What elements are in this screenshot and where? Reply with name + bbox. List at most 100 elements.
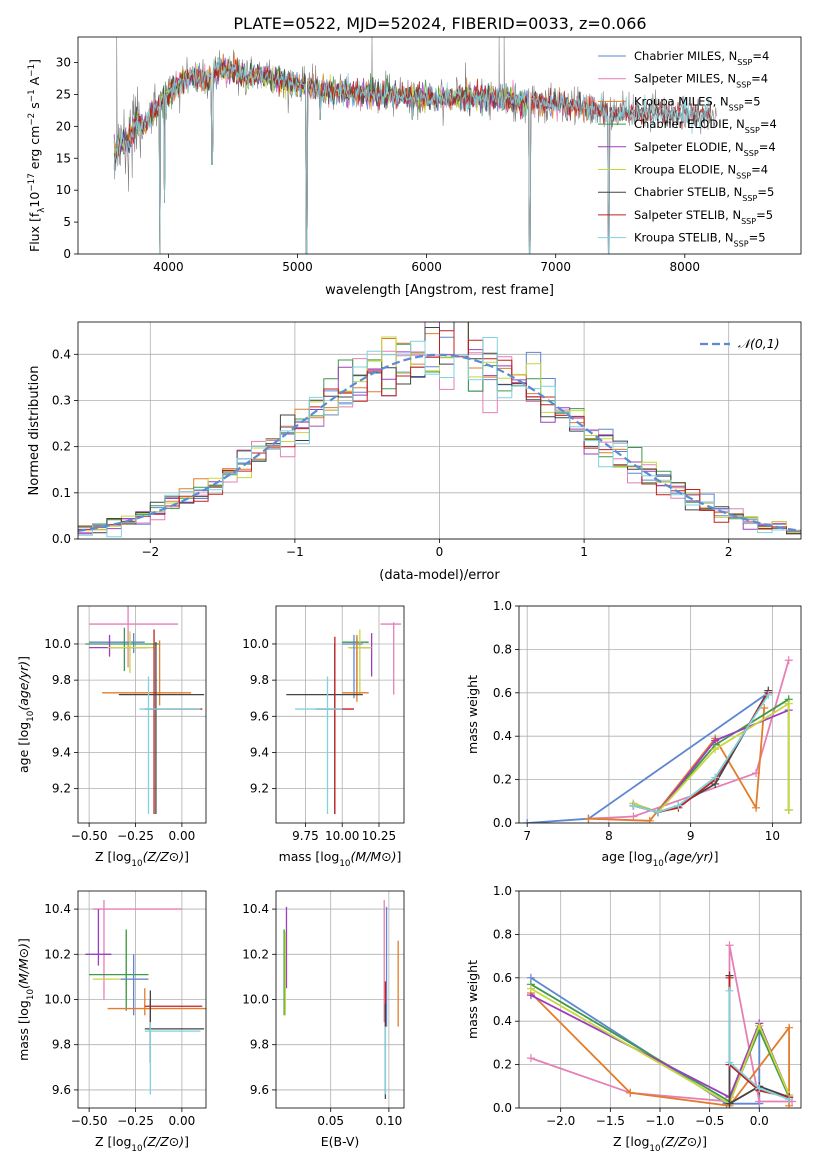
mass_vs_EBV-ytick-label: 10.0 [242,993,269,1007]
age_vs_mass-ytick-label: 10.0 [242,637,269,651]
mass_vs_Z-ytick-label: 10.2 [44,947,71,961]
mass-weight-marker [645,816,654,823]
mass-weight-vs-metallicity-panel: −2.0 −1.5 −1.0 −0.5 0.0 0.0 0.2 0.4 0.6 0.8 1.0 Z [… [465,884,802,1154]
residuals-frame [77,321,802,540]
age_vs_Z-ylabel: age [log10(age/yr)] [16,656,36,773]
mass-weight-marker [784,699,793,708]
mass_vs_Z-xtick-label: 0.00 [169,1114,196,1128]
spectrum-xtick-label: 6000 [411,260,442,274]
spectrum-ylabel: Flux [fλ10−17 erg cm−2 s−1 A−1] [27,59,47,252]
mass_weight_vs_age-ytick-label: 0.8 [493,642,512,656]
mass_vs_Z-xtick-label: −0.25 [117,1114,154,1128]
residual-histogram [78,322,801,535]
residuals-xtick-label: 2 [725,545,733,559]
mass-weight-line [588,660,790,820]
age_vs_mass-xtick-label: 9.75 [292,829,319,843]
residuals-ytick-label: 0.2 [52,440,71,454]
legend-label: Kroupa MILES, NSSP=5 [634,94,761,112]
mass-vs-ebv-panel: 0.05 0.10 9.6 9.8 10.0 10.2 10.4 E(B-V) [242,890,405,1149]
mass-weight-marker [711,745,720,754]
age_vs_Z-ytick-label: 9.8 [52,673,71,687]
mass_weight_vs_age-xtick-label: 10 [765,829,780,843]
mass_vs_EBV-xlabel: E(B-V) [321,1134,360,1149]
age_vs_Z-ytick-label: 9.2 [52,782,71,796]
age_vs_mass-xtick-label: 10.00 [325,829,359,843]
gaussian-curve [78,353,801,532]
residuals-xtick-label: 1 [580,545,588,559]
mass_weight_vs_age-ylabel: mass weight [465,675,480,754]
residuals-plot-area [78,322,801,538]
mass_weight_vs_age-ytick-label: 1.0 [493,599,512,613]
mass_weight_vs_Z-plot-area [526,941,797,1108]
mass_weight_vs_Z-ytick-label: 0.2 [493,1058,512,1072]
mass_vs_Z-ylabel: mass [log10(M/M⊙)] [16,938,36,1061]
mass_vs_EBV-ytick-label: 9.6 [250,1083,269,1097]
mass_weight_vs_Z-xtick-label: −1.0 [645,1114,674,1128]
mass-weight-marker [764,690,773,699]
mass-weight-line [633,709,790,814]
age_vs_Z-xlabel: Z [log10(Z/Z⊙)] [95,849,189,869]
spectrum-ytick-label: 5 [63,215,71,229]
mass-weight-marker [760,703,769,712]
mass_weight_vs_Z-ytick-label: 0.8 [493,927,512,941]
age_vs_mass-ytick-label: 9.6 [250,709,269,723]
mass_weight_vs_age-xlabel: age [log10(age/yr)] [601,849,718,869]
mass-weight-marker [674,801,683,810]
spectrum-xtick-label: 4000 [153,260,184,274]
mass-weight-line [530,977,761,1105]
mass_vs_Z-ytick-label: 10.4 [44,902,71,916]
mass-weight-marker [725,941,734,950]
residuals-ytick-label: 0.0 [52,532,71,546]
mass-weight-marker [784,656,793,665]
mass_weight_vs_Z-ytick-label: 0.4 [493,1014,512,1028]
age-vs-metallicity-panel: −0.50 −0.25 0.00 9.2 9.4 9.6 9.8 10.0 Z [log10(Z… [16,605,207,869]
age_vs_Z-ytick-label: 9.6 [52,709,71,723]
residuals-xtick-label: 0 [436,545,444,559]
mass_vs_Z-xtick-label: −0.50 [71,1114,108,1128]
spectrum-xtick-label: 7000 [540,260,571,274]
spectrum-ytick-label: 20 [56,119,71,133]
legend-label: Kroupa STELIB, NSSP=5 [634,231,766,249]
mass-weight-line [728,990,790,1101]
mass-weight-marker [626,1088,635,1097]
mass-weight-marker [784,805,793,814]
figure-title: PLATE=0522, MJD=52024, FIBERID=0033, z=0… [233,14,646,33]
mass-weight-marker [711,736,720,745]
mass_weight_vs_Z-xtick-label: −0.5 [695,1114,724,1128]
residuals-ytick-label: 0.4 [52,347,71,361]
mass-weight-vs-age-panel: 7 8 9 10 0.0 0.2 0.4 0.6 0.8 1.0 age [log10(age/yr… [465,599,802,869]
spectrum-ytick-label: 15 [56,151,71,165]
mass-weight-marker [523,819,532,823]
spectrum-xtick-label: 5000 [282,260,313,274]
mass-weight-marker [526,1054,535,1063]
residuals-xtick-label: −1 [286,545,304,559]
legend-label: Salpeter ELODIE, NSSP=4 [634,140,776,158]
mass_weight_vs_Z-ylabel: mass weight [465,960,480,1039]
mass_weight_vs_age-xtick-label: 7 [523,829,531,843]
mass_weight_vs_Z-frame [518,890,802,1109]
mass-weight-marker [755,1097,764,1106]
mass_weight_vs_age-frame [518,605,802,824]
spectrum-panel: 4000 5000 6000 7000 8000 0 5 10 15 20 25 30 Chabrier… [27,36,802,298]
age_vs_mass-xtick-label: 10.25 [362,829,396,843]
spectrum-model-line [113,55,711,254]
spectrum-frame [77,36,802,255]
mass-weight-line [633,697,790,814]
mass_weight_vs_Z-ytick-label: 1.0 [493,884,512,898]
mass-weight-marker [653,808,662,817]
mass-weight-marker [785,1023,794,1032]
mass-weight-marker [725,1099,734,1108]
mass-weight-marker [725,973,734,982]
age_vs_mass-ytick-label: 9.4 [250,745,269,759]
mass_vs_EBV-ytick-label: 10.2 [242,947,269,961]
residuals-xlabel: (data-model)/error [379,568,500,583]
age_vs_mass-frame [275,605,405,824]
age_vs_Z-ytick-label: 10.0 [44,637,71,651]
mass-weight-marker [629,812,638,821]
spectrum-ytick-label: 10 [56,183,71,197]
age_vs_Z-xtick-label: −0.50 [71,829,108,843]
mass_vs_EBV-ytick-label: 9.8 [250,1038,269,1052]
mass_weight_vs_age-ytick-label: 0.2 [493,773,512,787]
mass_vs_Z-ytick-label: 9.6 [52,1083,71,1097]
mass-weight-line [527,692,769,823]
